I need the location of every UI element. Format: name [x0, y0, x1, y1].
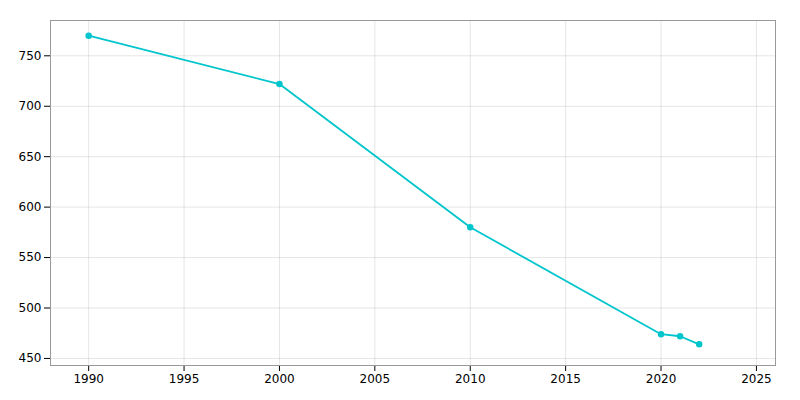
- svg-text:2025: 2025: [741, 372, 772, 386]
- svg-text:750: 750: [19, 49, 42, 63]
- svg-text:2010: 2010: [455, 372, 486, 386]
- svg-text:550: 550: [19, 250, 42, 264]
- svg-text:650: 650: [19, 150, 42, 164]
- svg-text:2015: 2015: [550, 372, 581, 386]
- svg-text:2000: 2000: [264, 372, 295, 386]
- svg-text:500: 500: [19, 301, 42, 315]
- svg-text:700: 700: [19, 99, 42, 113]
- svg-text:1990: 1990: [73, 372, 104, 386]
- svg-text:2020: 2020: [646, 372, 677, 386]
- svg-text:450: 450: [19, 351, 42, 365]
- svg-text:1995: 1995: [169, 372, 200, 386]
- svg-text:600: 600: [19, 200, 42, 214]
- svg-text:2005: 2005: [360, 372, 391, 386]
